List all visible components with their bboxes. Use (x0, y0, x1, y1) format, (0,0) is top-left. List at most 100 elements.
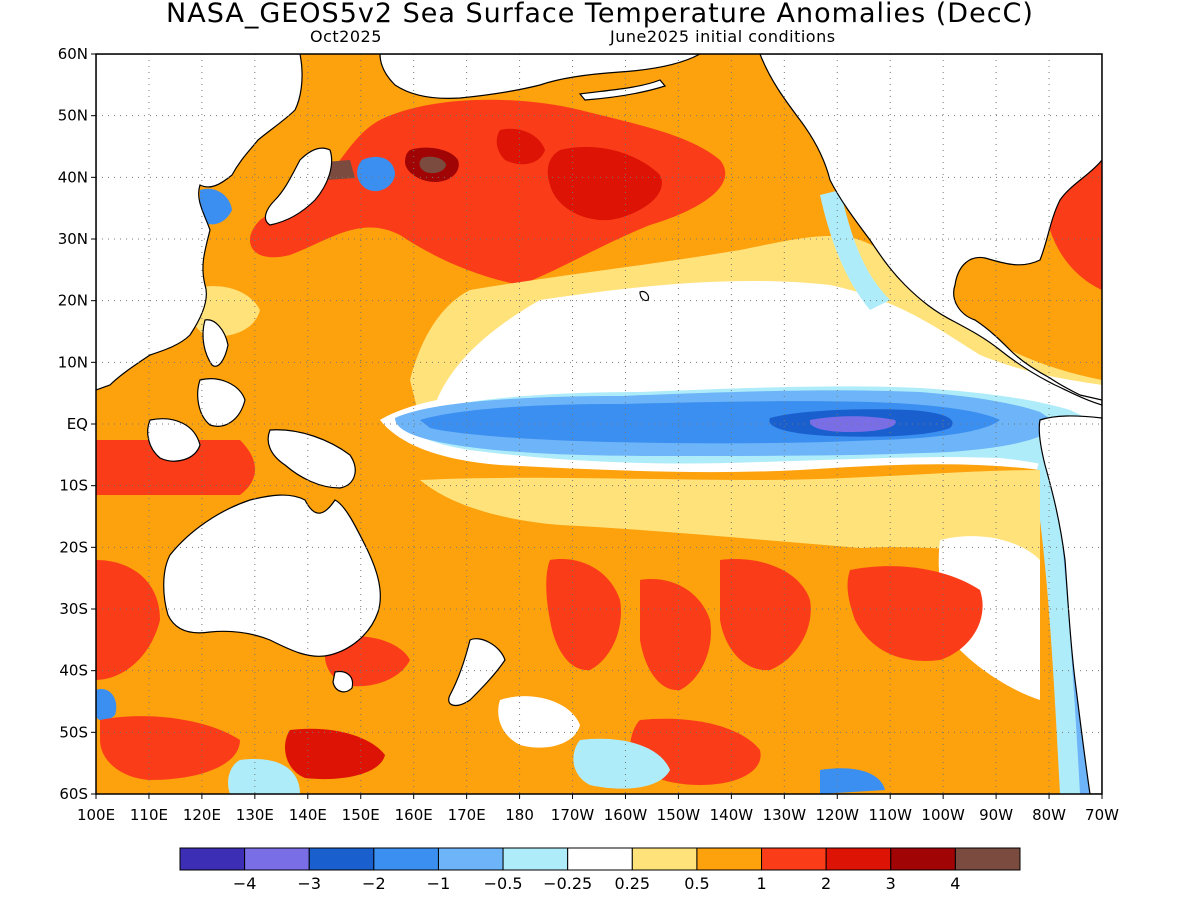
south-tropical-neutral (420, 470, 1040, 560)
map-title: NASA_GEOS5v2 Sea Surface Temperature Ano… (166, 0, 1034, 29)
lon-tick-label: 70W (1085, 806, 1119, 824)
lon-tick-label: 180 (505, 806, 534, 824)
lon-tick-label: 100E (77, 806, 115, 824)
valid-month-label: Oct2025 (310, 27, 382, 46)
hotspot-core-40n-160e (419, 156, 446, 174)
colorbar-tick-label: 4 (950, 874, 960, 893)
colorbar-swatch (890, 847, 956, 871)
lat-tick-label: 30S (59, 600, 88, 618)
colorbar-tick-label: 0.5 (684, 874, 709, 893)
colorbar-swatch (437, 847, 504, 871)
colorbar: −4 −3 −2 −1 −0.5 −0.25 0.25 0.5 1 2 3 4 (179, 847, 1021, 893)
indonesian-warm-region (96, 440, 255, 495)
southeast-pacific-neutral (938, 536, 1040, 700)
south-america (1038, 415, 1102, 794)
borneo (197, 378, 246, 427)
lon-tick-label: 90W (979, 806, 1013, 824)
lon-tick-label: 160W (604, 806, 648, 824)
lon-tick-label: 80W (1032, 806, 1066, 824)
lon-tick-label: 150E (342, 806, 380, 824)
lon-tick-label: 160E (395, 806, 433, 824)
lon-tick-label: 140E (289, 806, 327, 824)
colorbar-tick-label: −1 (427, 874, 451, 893)
southern-ocean-cold-patch (820, 768, 885, 794)
colorbar-swatch (696, 847, 763, 871)
aleutian-islands (578, 79, 667, 101)
lon-tick-label: 170E (448, 806, 486, 824)
lon-tick-label: 170W (551, 806, 595, 824)
lon-tick-label: 140W (710, 806, 754, 824)
japan (264, 147, 333, 226)
lon-tick-label: 130W (763, 806, 807, 824)
colorbar-swatch (954, 847, 1021, 871)
philippines (202, 319, 229, 367)
colorbar-tick-label: 1 (756, 874, 766, 893)
california-coast-cool (820, 190, 890, 310)
colorbar-tick-label: 2 (821, 874, 831, 893)
colorbar-swatch (567, 847, 633, 871)
anomaly-field (96, 54, 1102, 794)
colorbar-swatch (761, 847, 827, 871)
lat-tick-label: 20S (59, 538, 88, 556)
south-pacific-warm-streak-4 (847, 566, 983, 661)
yellow-sea-cool (200, 188, 232, 225)
south-indian-warm (96, 560, 160, 680)
lat-tick-label: 10N (58, 353, 88, 371)
south-pacific-warm-streak-2 (640, 579, 711, 691)
southern-ocean-cool-west (228, 759, 300, 794)
hawaii (639, 290, 650, 302)
australia (163, 494, 381, 657)
colorbar-tick-label: −0.25 (543, 874, 592, 893)
hotspot-japan (325, 160, 355, 180)
new-guinea (267, 429, 356, 489)
sumatra (147, 418, 201, 462)
lon-tick-label: 110E (130, 806, 168, 824)
lon-tick-label: 130E (236, 806, 274, 824)
colorbar-swatch (244, 847, 310, 871)
colorbar-tick-label: 0.25 (614, 874, 650, 893)
lat-tick-label: 50N (58, 107, 88, 125)
colorbar-tick-label: −3 (297, 874, 321, 893)
lat-tick-label: 40N (58, 168, 88, 186)
lon-tick-label: 120E (183, 806, 221, 824)
landmasses (96, 54, 1102, 794)
lon-tick-label: 150W (657, 806, 701, 824)
longitude-labels: 100E 110E 120E 130E 140E 150E 160E 170E 180 170W 1… (77, 794, 1119, 824)
colorbar-tick-label: −4 (233, 874, 257, 893)
south-pacific-warm-streak-1 (546, 559, 621, 671)
lat-tick-label: 50S (59, 723, 88, 741)
colorbar-tick-label: −0.5 (484, 874, 523, 893)
south-pacific-neutral-patch (498, 696, 580, 748)
north-pacific-hot-core (547, 146, 662, 221)
south-indian-cool-patch (96, 689, 117, 721)
lat-tick-label: 30N (58, 230, 88, 248)
lat-tick-label: 60N (58, 45, 88, 63)
siberia-kamchatka (379, 54, 701, 100)
init-conditions-label: June2025 initial conditions (610, 27, 836, 46)
colorbar-swatch (825, 847, 892, 871)
colorbar-swatch (308, 847, 375, 871)
lon-tick-label: 120W (816, 806, 860, 824)
colorbar-tick-label: 3 (886, 874, 896, 893)
south-pacific-warm-streak-3 (720, 559, 811, 671)
tasmania (332, 670, 354, 693)
latitude-labels: 60N 50N 40N 30N 20N 10N EQ 10S 20S 30S 40S 50S 60S (58, 45, 96, 803)
lat-tick-label: 10S (59, 477, 88, 495)
lon-tick-label: 100W (921, 806, 965, 824)
colorbar-swatch (179, 847, 246, 871)
lat-tick-label: 60S (59, 785, 88, 803)
colorbar-tick-label: −2 (362, 874, 386, 893)
lat-tick-label: EQ (67, 415, 88, 433)
colorbar-swatch (373, 847, 439, 871)
new-zealand (448, 638, 506, 707)
southern-ocean-cool-patch (573, 738, 670, 789)
lat-tick-label: 40S (59, 662, 88, 680)
colorbar-swatch (502, 847, 569, 871)
north-america (759, 54, 1102, 406)
kuroshio-cool-eddy (357, 156, 395, 192)
colorbar-swatch (631, 847, 698, 871)
tasman-south-hot (285, 728, 385, 780)
lat-tick-label: 20N (58, 292, 88, 310)
hotspot-45n-170w (496, 128, 545, 165)
